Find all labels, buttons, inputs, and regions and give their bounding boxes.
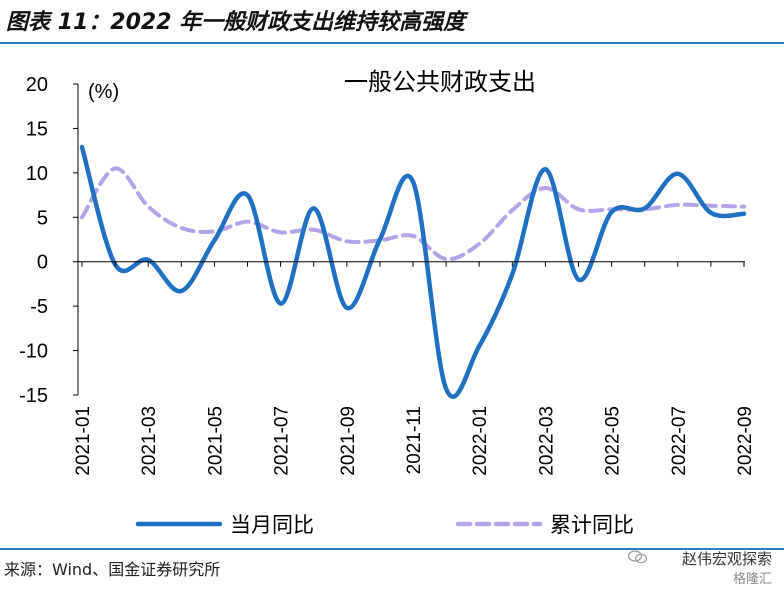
top-rule (0, 42, 784, 44)
y-tick-label: 15 (26, 118, 48, 140)
x-tick-label: 2021-03 (139, 406, 160, 476)
y-tick-label: -15 (19, 385, 48, 407)
unit-label: (%) (88, 81, 119, 103)
x-tick-label: 2021-01 (73, 406, 94, 476)
legend: 当月同比 累计同比 (135, 513, 634, 537)
legend-label-2: 累计同比 (550, 513, 634, 537)
x-tick-label: 2021-05 (205, 406, 226, 476)
y-tick-label: -5 (30, 296, 48, 318)
y-tick-label: 10 (26, 163, 48, 185)
legend-label-1: 当月同比 (230, 513, 314, 537)
axes (73, 83, 745, 396)
bottom-rule (0, 548, 784, 550)
figure-title: 图表 11：2022 年一般财政支出维持较高强度 (6, 10, 466, 35)
x-tick-label: 2021-09 (338, 406, 359, 476)
x-tick-label: 2022-01 (470, 406, 491, 476)
x-tick-label: 2022-05 (603, 406, 624, 476)
x-tick-label: 2021-11 (404, 406, 425, 474)
x-tick-label: 2022-03 (536, 406, 557, 476)
y-tick-label: 0 (37, 252, 48, 274)
chart-title: 一般公共财政支出 (344, 68, 536, 96)
y-tick-label: 20 (26, 74, 48, 96)
watermark-account: 赵伟宏观探索 (681, 550, 772, 568)
x-tick-label: 2022-07 (669, 406, 690, 476)
source-note: 来源：Wind、国金证券研究所 (4, 560, 221, 579)
wechat-icon (628, 550, 648, 564)
series-line-1 (79, 144, 747, 399)
plot-area (79, 144, 747, 399)
y-tick-label: 5 (37, 207, 48, 229)
watermark: 赵伟宏观探索 格隆汇 (628, 544, 778, 588)
x-tick-label: 2021-07 (272, 406, 293, 476)
y-tick-label: -10 (19, 341, 48, 363)
x-tick-label: 2022-09 (735, 406, 756, 476)
labels: 20 15 10 5 0 -5 -10 -15 2021-01 2021-03 2021-05 202… (19, 68, 756, 476)
line-chart: 20 15 10 5 0 -5 -10 -15 2021-01 2021-03 2021-05 202… (19, 68, 756, 537)
watermark-site: 格隆汇 (732, 572, 772, 587)
